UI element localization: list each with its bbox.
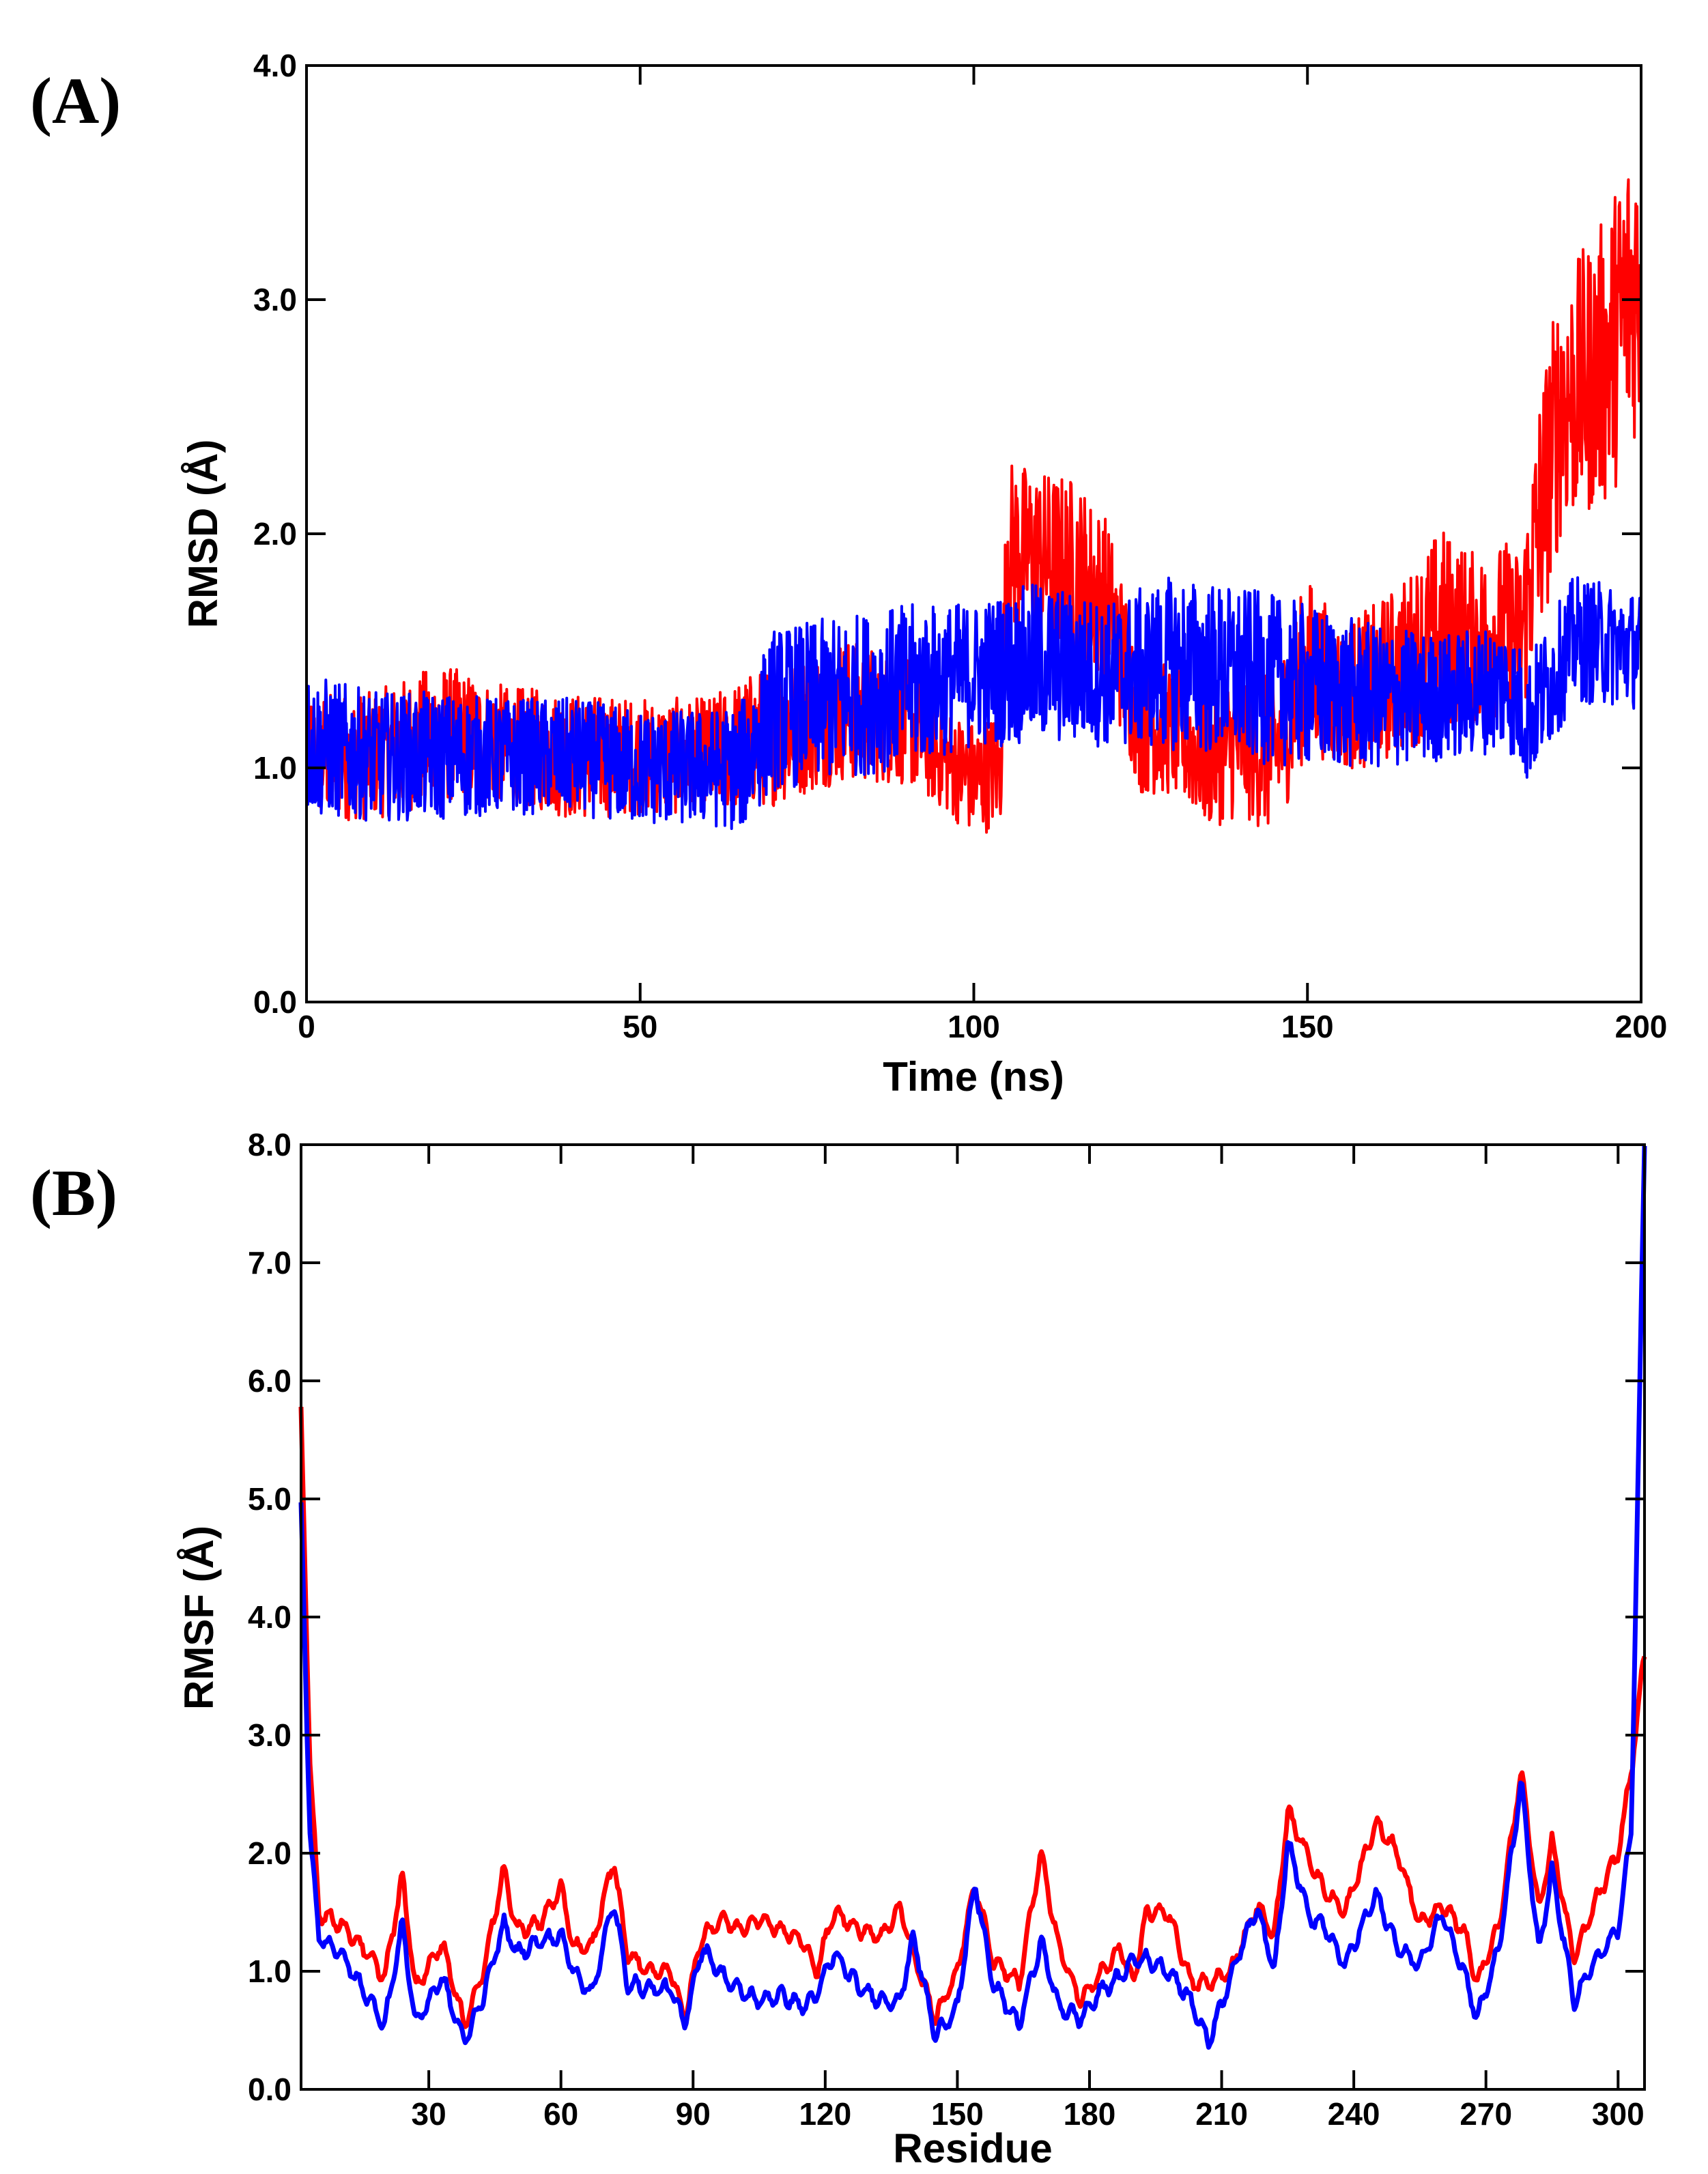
panel-b-x-tick-label: 120	[799, 2096, 851, 2132]
panel-b-frame	[300, 1143, 1646, 2091]
panel-a-series-blue	[305, 576, 1642, 830]
panel-a-ticks: 0 50 100 150 200 0.0 1.0 2.0 3.0 4.0	[253, 48, 1667, 1044]
panel-a-x-tick-label: 200	[1615, 1009, 1668, 1044]
panel-b-x-tick-label: 300	[1592, 2096, 1645, 2132]
panel-b-x-axis-title: Residue	[893, 2126, 1052, 2171]
panel-b-label: (B)	[30, 1156, 117, 1229]
panel-b-y-tick-label: 5.0	[248, 1481, 291, 1517]
panel-b-y-tick-label: 4.0	[248, 1599, 291, 1635]
panel-a-x-axis-title: Time (ns)	[883, 1054, 1064, 1100]
panel-a-x-tick-label: 150	[1281, 1009, 1334, 1044]
panel-b-x-tick-label: 210	[1195, 2096, 1248, 2132]
panel-a-y-tick-label: 2.0	[253, 516, 297, 552]
panel-a-x-tick-label: 50	[623, 1009, 657, 1044]
panel-a-label: (A)	[30, 64, 121, 137]
panel-b-x-tick-label: 30	[412, 2096, 446, 2132]
panel-b-y-tick-label: 2.0	[248, 1835, 291, 1871]
panel-b-x-tick-label: 90	[676, 2096, 711, 2132]
panel-b-y-tick-label: 3.0	[248, 1717, 291, 1753]
panel-a: (A) 0 50 100 150 200 0.0 1.0 2.0 3.0 4.0 Time (ns…	[30, 48, 1667, 1100]
panel-b-series-blue	[298, 1145, 1647, 2050]
panel-b-x-tick-label: 150	[931, 2096, 984, 2132]
panel-b-y-axis-title: RMSF (Å)	[176, 1526, 222, 1710]
panel-a-x-tick-label: 100	[948, 1009, 1000, 1044]
panel-a-y-tick-label: 3.0	[253, 282, 297, 317]
panel-b-plot	[298, 1145, 1647, 2050]
panel-b-y-tick-label: 1.0	[248, 1954, 291, 1989]
panel-b-x-tick-label: 180	[1064, 2096, 1116, 2132]
panel-a-plot	[305, 178, 1642, 834]
panel-a-y-tick-label: 1.0	[253, 750, 297, 786]
panel-b-y-tick-label: 7.0	[248, 1245, 291, 1281]
panel-a-y-axis-title: RMSD (Å)	[180, 440, 226, 629]
panel-a-frame	[305, 64, 1642, 1003]
panel-a-x-tick-label: 0	[298, 1009, 315, 1044]
panel-a-y-tick-label: 0.0	[253, 984, 297, 1020]
panel-b-x-tick-label: 270	[1460, 2096, 1512, 2132]
panel-b-ticks: 30 60 90 120 150 180 210 240 270 300 0.0 1.0 2.0 3.0 4…	[248, 1127, 1645, 2132]
panel-b-x-tick-label: 60	[543, 2096, 578, 2132]
panel-b-y-tick-label: 6.0	[248, 1363, 291, 1399]
panel-a-y-tick-label: 4.0	[253, 48, 297, 83]
panel-b: (B) 30 60 90 120 150 180 210 240 270 300 0.0 1.0 2.0…	[30, 1127, 1647, 2171]
panel-b-y-tick-label: 0.0	[248, 2072, 291, 2107]
panel-b-x-tick-label: 240	[1328, 2096, 1380, 2132]
panel-b-y-tick-label: 8.0	[248, 1127, 291, 1162]
